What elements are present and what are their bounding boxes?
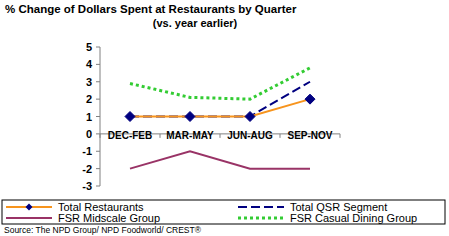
x-tick-label: SEP-NOV [287, 130, 332, 141]
y-tick [96, 116, 100, 117]
marker [185, 112, 195, 122]
chart-svg: % Change of Dollars Spent at Restaurants… [0, 0, 449, 236]
legend-label: FSR Casual Dining Group [290, 212, 417, 224]
marker [305, 94, 315, 104]
y-tick [96, 47, 100, 48]
legend-symbol [6, 217, 52, 219]
y-tick [96, 168, 100, 169]
y-tick [96, 99, 100, 100]
legend-symbol [238, 206, 284, 208]
source-note: Source: The NPD Group/ NPD Foodworld/ CR… [4, 225, 202, 235]
series-line [130, 68, 310, 99]
y-tick-label: 3 [86, 76, 92, 88]
legend-label: FSR Midscale Group [58, 212, 160, 224]
x-tick [100, 134, 101, 138]
background [0, 0, 449, 236]
x-tick [220, 134, 221, 138]
x-tick-label: MAR-MAY [166, 130, 214, 141]
y-tick-label: 2 [86, 93, 92, 105]
legend-box [2, 200, 445, 224]
series-line [130, 151, 310, 168]
legend-marker [26, 204, 33, 211]
chart-container: % Change of Dollars Spent at Restaurants… [0, 0, 449, 236]
y-tick [96, 133, 100, 134]
marker [125, 112, 135, 122]
x-tick [340, 134, 341, 138]
x-tick [280, 134, 281, 138]
y-tick-label: 5 [86, 41, 92, 53]
x-tick [160, 134, 161, 138]
y-tick-label: 1 [86, 111, 92, 123]
y-tick-label: -3 [82, 180, 92, 192]
y-tick-label: 4 [86, 58, 93, 70]
series-line [130, 99, 310, 116]
x-tick-label: JUN-AUG [227, 130, 273, 141]
legend-symbol [238, 217, 284, 220]
x-tick-label: DEC-FEB [108, 130, 152, 141]
subtitle: (vs. year earlier) [153, 17, 238, 29]
y-tick-label: -2 [82, 163, 92, 175]
y-tick [96, 151, 100, 152]
title: % Change of Dollars Spent at Restaurants… [5, 3, 297, 15]
y-tick-label: -1 [82, 145, 92, 157]
y-tick [96, 186, 100, 187]
marker [245, 112, 255, 122]
y-tick-label: 0 [86, 128, 92, 140]
plot-group [125, 68, 315, 169]
y-tick [96, 81, 100, 82]
y-tick [96, 64, 100, 65]
series-line [130, 82, 310, 117]
